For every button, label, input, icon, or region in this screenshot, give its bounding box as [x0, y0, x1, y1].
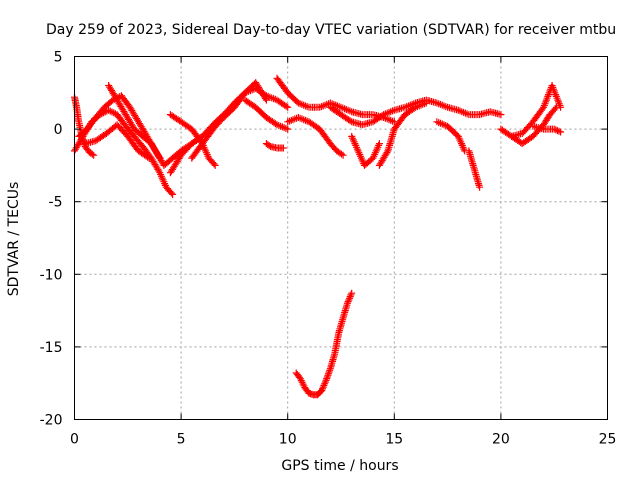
x-axis-title: GPS time / hours [281, 458, 398, 474]
data-point-markers [284, 114, 347, 159]
series-arc-4 [105, 82, 164, 162]
plot-frame [74, 56, 608, 420]
data-point-markers [75, 92, 206, 169]
x-tick-label: 15 [385, 432, 403, 448]
x-tick-label: 20 [492, 432, 510, 448]
x-tick-label: 5 [177, 432, 186, 448]
data-point-markers [81, 121, 153, 162]
y-tick-label: -20 [40, 413, 63, 429]
series-arc-21 [292, 289, 356, 399]
y-axis-title: SDTVAR / TECUs [6, 182, 22, 297]
data-point-markers [529, 122, 565, 136]
data-point-markers [262, 140, 287, 152]
series-arc-3 [75, 92, 206, 169]
data-point-markers [166, 84, 292, 177]
data-layer [71, 74, 565, 399]
series-arc-17 [465, 147, 484, 191]
series-arc-16 [433, 118, 469, 155]
x-tick-label: 25 [599, 432, 617, 448]
data-point-markers [433, 118, 469, 155]
data-point-markers [465, 147, 484, 191]
y-tick-label: -15 [40, 340, 63, 356]
y-tick-label: 5 [54, 50, 63, 66]
series-arc-19 [508, 82, 565, 140]
y-tick-label: -5 [49, 195, 63, 211]
grid-layer [74, 56, 608, 420]
series-arc-9 [241, 96, 292, 133]
data-point-markers [292, 289, 356, 399]
x-tick-label: 0 [70, 432, 79, 448]
y-tick-label: 0 [54, 122, 63, 138]
tick-layer: 0 5 10 15 20 25 5 0 -5 -10 -15 -20 [40, 50, 617, 448]
y-tick-label: -10 [40, 267, 63, 283]
x-tick-label: 10 [279, 432, 297, 448]
series-arc-5 [81, 121, 153, 162]
series-arc-8 [188, 79, 270, 162]
data-point-markers [105, 82, 164, 162]
data-point-markers [508, 82, 565, 140]
data-point-markers [188, 79, 270, 162]
series-arc-14 [348, 132, 383, 169]
data-point-markers [241, 96, 292, 133]
series-arc-15 [375, 99, 430, 169]
chart-title: Day 259 of 2023, Sidereal Day-to-day VTE… [46, 22, 616, 38]
series-arc-6 [166, 84, 292, 177]
series-arc-20 [529, 122, 565, 136]
series-arc-10 [262, 140, 287, 152]
data-point-markers [348, 132, 383, 169]
series-arc-12 [284, 114, 347, 159]
data-point-markers [375, 99, 430, 169]
